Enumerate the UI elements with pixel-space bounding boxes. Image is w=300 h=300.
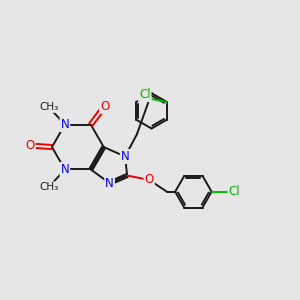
Text: O: O <box>100 100 109 113</box>
Text: CH₃: CH₃ <box>39 182 58 192</box>
Text: Cl: Cl <box>229 185 240 198</box>
Text: O: O <box>145 173 154 186</box>
Text: CH₃: CH₃ <box>39 102 58 112</box>
Text: N: N <box>105 177 114 190</box>
Text: N: N <box>61 163 69 176</box>
Text: N: N <box>121 150 130 163</box>
Text: N: N <box>61 118 69 131</box>
Text: O: O <box>26 139 35 152</box>
Text: Cl: Cl <box>139 88 151 101</box>
